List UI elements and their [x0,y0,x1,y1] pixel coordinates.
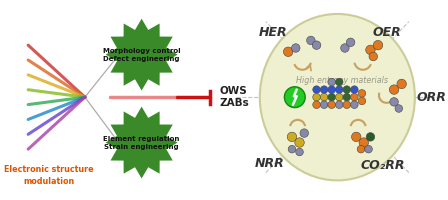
Circle shape [373,40,383,50]
Circle shape [295,138,304,147]
Text: Strain engineering: Strain engineering [104,144,179,150]
Circle shape [306,36,315,45]
Circle shape [328,101,336,109]
Text: Morphology control: Morphology control [103,48,181,54]
Circle shape [366,45,375,55]
Circle shape [336,78,343,86]
Circle shape [358,97,366,105]
Circle shape [284,47,293,57]
Circle shape [343,86,351,93]
Circle shape [313,93,320,101]
Text: HER: HER [259,26,287,39]
Circle shape [343,93,351,101]
Circle shape [346,38,355,47]
Text: ORR: ORR [417,91,447,104]
Circle shape [358,90,366,97]
Circle shape [352,132,361,142]
Circle shape [336,101,343,109]
Circle shape [389,85,399,94]
Circle shape [328,86,336,93]
Text: Defect engineering: Defect engineering [103,56,180,62]
Circle shape [320,93,328,101]
Circle shape [366,133,375,141]
Circle shape [395,105,403,112]
Circle shape [300,129,309,137]
Circle shape [320,86,328,93]
Circle shape [365,145,372,153]
Circle shape [313,86,320,93]
Circle shape [288,145,296,153]
Text: Element regulation: Element regulation [103,136,180,142]
Circle shape [284,87,305,108]
Circle shape [340,44,349,52]
Circle shape [397,79,406,89]
Circle shape [351,93,358,101]
Circle shape [287,132,297,142]
Text: High entropy materials: High entropy materials [296,76,388,85]
Circle shape [351,86,358,93]
Circle shape [343,101,351,109]
Circle shape [359,138,369,147]
Text: NRR: NRR [254,157,284,170]
Circle shape [312,41,321,49]
Circle shape [328,93,336,101]
Polygon shape [106,19,177,91]
Text: OWS
ZABs: OWS ZABs [219,86,249,108]
Circle shape [328,78,336,86]
Circle shape [292,44,300,52]
Ellipse shape [260,14,415,180]
Circle shape [320,101,328,109]
Circle shape [313,101,320,109]
Circle shape [351,101,358,109]
Text: CO₂RR: CO₂RR [361,159,405,172]
Polygon shape [106,107,177,178]
Circle shape [336,93,343,101]
Circle shape [369,52,378,61]
Circle shape [357,145,365,153]
Circle shape [390,98,398,106]
Text: Electronic structure
modulation: Electronic structure modulation [4,165,94,186]
Circle shape [296,148,303,156]
Text: OER: OER [372,26,401,39]
Circle shape [336,86,343,93]
